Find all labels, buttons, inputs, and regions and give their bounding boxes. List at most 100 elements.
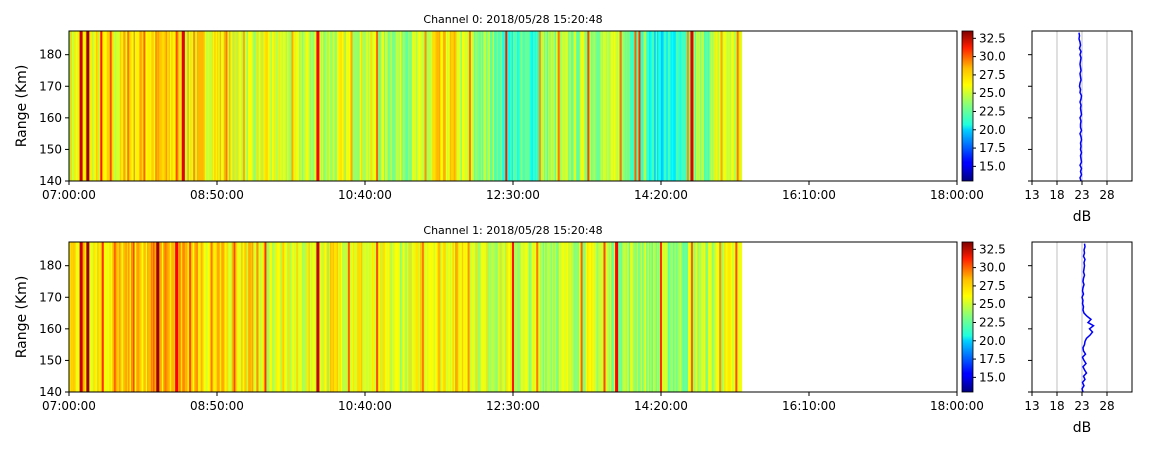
heatmap-column — [545, 31, 548, 181]
heatmap-column — [295, 31, 297, 181]
heatmap-column — [157, 31, 160, 181]
heatmap-column — [564, 31, 566, 181]
channel-0-heatmap — [69, 31, 743, 181]
heatmap-column — [595, 31, 597, 181]
heatmap-column — [241, 242, 243, 392]
heatmap-column — [221, 31, 223, 181]
heatmap-spike — [193, 31, 196, 181]
heatmap-column — [301, 31, 304, 181]
heatmap-column — [488, 31, 491, 181]
heatmap-column — [116, 242, 118, 392]
y-tick-label: 160 — [39, 111, 62, 125]
heatmap-column — [708, 31, 710, 181]
heatmap-column — [383, 242, 386, 392]
heatmap-column — [514, 242, 517, 392]
heatmap-column — [677, 31, 679, 181]
heatmap-column — [390, 242, 393, 392]
channel-0-colorbar: 15.0 17.5 20.0 22.5 25.0 27.5 30.0 32.5 — [961, 30, 1006, 182]
heatmap-column — [69, 242, 71, 392]
heatmap-column — [722, 31, 725, 181]
heatmap-column — [389, 242, 391, 392]
x-tick-label: 14:20:00 — [634, 399, 688, 413]
heatmap-column — [426, 242, 429, 392]
colorbar-tick-label: 22.5 — [979, 315, 1006, 329]
heatmap-column — [437, 242, 440, 392]
channel-0-profile-grid — [1056, 31, 1108, 181]
heatmap-column — [196, 242, 199, 392]
heatmap-column — [482, 31, 484, 181]
heatmap-column — [612, 31, 615, 181]
heatmap-column — [455, 242, 457, 392]
heatmap-column — [128, 242, 130, 392]
heatmap-column — [593, 31, 596, 181]
heatmap-column — [529, 31, 531, 181]
heatmap-column — [600, 242, 603, 392]
heatmap-column — [207, 242, 210, 392]
channel-0-profile-x-axis: 13 18 23 28 — [1024, 181, 1115, 202]
channel-0-profile-line — [1078, 32, 1083, 182]
heatmap-column — [330, 242, 332, 392]
heatmap-column — [277, 31, 280, 181]
heatmap-column — [578, 242, 581, 392]
heatmap-column — [354, 31, 356, 181]
heatmap-column — [463, 242, 465, 392]
heatmap-spike — [580, 242, 583, 392]
heatmap-column — [264, 31, 266, 181]
heatmap-column — [395, 31, 398, 181]
profile-x-tick-label: 13 — [1024, 188, 1039, 202]
heatmap-column — [693, 242, 696, 392]
heatmap-column — [702, 242, 705, 392]
heatmap-column — [90, 31, 93, 181]
heatmap-column — [597, 31, 600, 181]
heatmap-column — [417, 242, 420, 392]
heatmap-column — [530, 31, 533, 181]
heatmap-column — [556, 242, 558, 392]
heatmap-column — [124, 31, 126, 181]
heatmap-column — [202, 242, 204, 392]
heatmap-column — [300, 242, 303, 392]
heatmap-column — [656, 242, 659, 392]
heatmap-spike — [638, 31, 641, 181]
heatmap-column — [552, 242, 554, 392]
heatmap-column — [492, 31, 495, 181]
heatmap-column — [95, 242, 98, 392]
heatmap-column — [249, 242, 252, 392]
heatmap-column — [370, 242, 373, 392]
heatmap-column — [496, 31, 499, 181]
heatmap-column — [217, 242, 219, 392]
heatmap-spike — [210, 242, 213, 392]
colorbar-tick-label: 25.0 — [979, 86, 1006, 100]
heatmap-column — [728, 242, 731, 392]
heatmap-column — [217, 31, 219, 181]
heatmap-column — [308, 31, 311, 181]
heatmap-column — [615, 31, 617, 181]
heatmap-column — [473, 242, 476, 392]
heatmap-column — [451, 242, 453, 392]
heatmap-spike — [225, 31, 228, 181]
heatmap-column — [273, 31, 276, 181]
heatmap-column — [689, 242, 691, 392]
heatmap-column — [465, 31, 468, 181]
heatmap-column — [391, 242, 394, 392]
heatmap-column — [200, 242, 203, 392]
heatmap-column — [666, 31, 669, 181]
heatmap-column — [521, 31, 523, 181]
heatmap-column — [379, 242, 382, 392]
heatmap-column — [724, 242, 726, 392]
heatmap-column — [311, 31, 313, 181]
heatmap-column — [725, 242, 728, 392]
heatmap-column — [663, 242, 666, 392]
heatmap-column — [204, 242, 207, 392]
heatmap-column — [570, 242, 573, 392]
heatmap-column — [373, 242, 375, 392]
heatmap-column — [732, 242, 735, 392]
x-tick-label: 18:00:00 — [930, 399, 984, 413]
heatmap-column — [137, 242, 140, 392]
heatmap-spike — [686, 31, 689, 181]
heatmap-column — [704, 31, 706, 181]
heatmap-column — [701, 31, 704, 181]
heatmap-column — [456, 242, 459, 392]
heatmap-column — [160, 31, 163, 181]
heatmap-column — [439, 31, 441, 181]
heatmap-column — [740, 31, 743, 181]
